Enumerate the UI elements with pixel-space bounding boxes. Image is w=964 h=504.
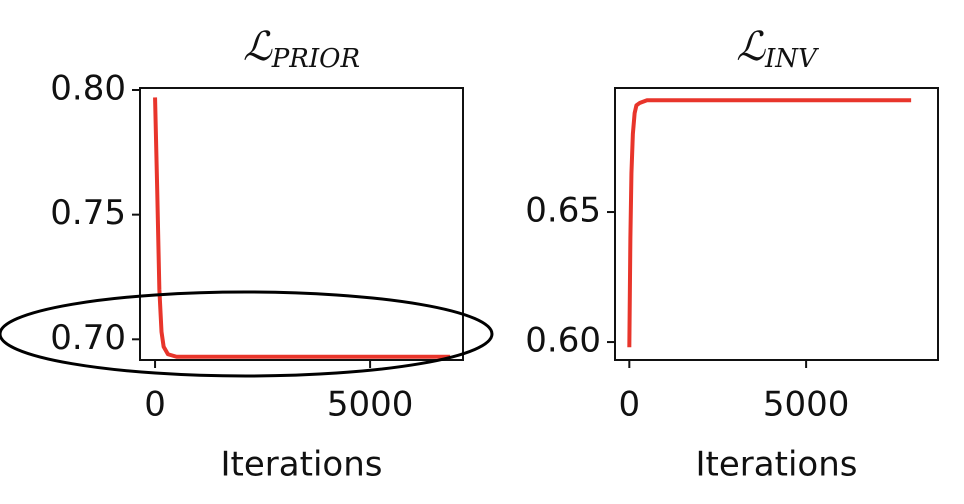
- x-axis-label: Iterations: [221, 445, 383, 485]
- title-subscript: INV: [764, 44, 819, 74]
- x-tick-label: 0: [144, 385, 166, 425]
- y-tick-label: 0.80: [50, 68, 126, 108]
- highlight-ellipse: [0, 290, 494, 378]
- chart-title: ℒINV: [736, 24, 819, 74]
- x-tick-label: 5000: [763, 385, 850, 425]
- title-main: ℒ: [736, 24, 766, 70]
- title-main: ℒ: [243, 24, 273, 70]
- x-tick-label: 0: [618, 385, 640, 425]
- line: [627, 98, 912, 348]
- plot-frame: [139, 87, 464, 361]
- x-tick-label: 5000: [327, 385, 414, 425]
- plot-frame: [614, 87, 939, 361]
- chart-title: ℒPRIOR: [243, 24, 360, 74]
- line: [153, 97, 451, 359]
- y-tick-label: 0.60: [525, 321, 601, 361]
- x-axis-label: Iterations: [696, 445, 858, 485]
- title-subscript: PRIOR: [271, 44, 360, 74]
- y-tick-label: 0.75: [50, 193, 126, 233]
- y-tick-label: 0.65: [525, 191, 601, 231]
- y-tick-label: 0.70: [50, 318, 126, 358]
